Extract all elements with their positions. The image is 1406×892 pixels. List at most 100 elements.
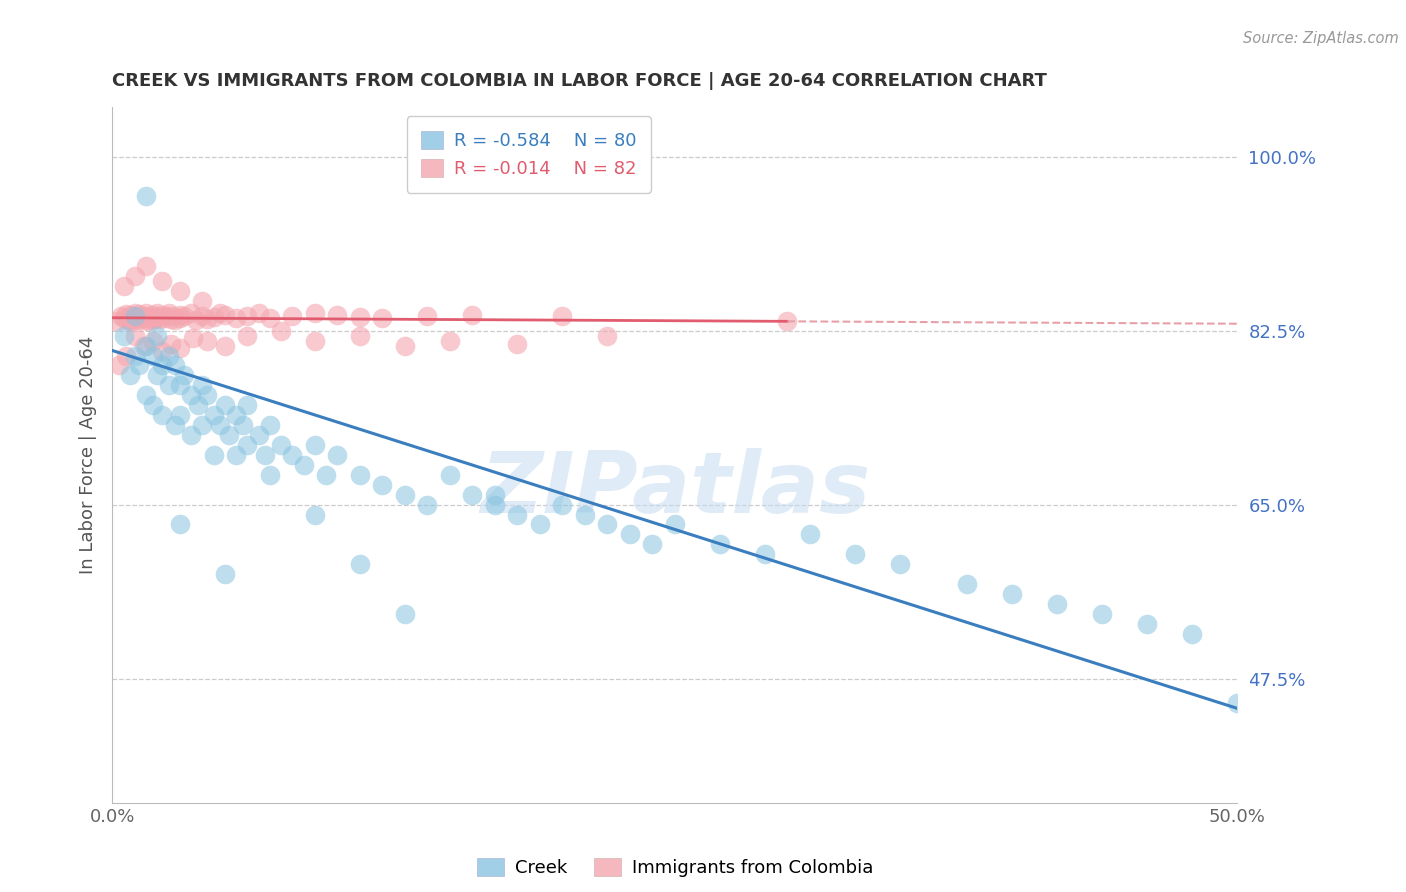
Point [142, 334, 165, 348]
Point [247, 428, 270, 442]
Point [394, 607, 416, 621]
Point [191, 293, 214, 308]
Point [150, 274, 173, 288]
Point [124, 306, 146, 320]
Point [157, 349, 180, 363]
Point [124, 312, 146, 326]
Point [281, 448, 304, 462]
Point [120, 314, 142, 328]
Point [461, 308, 484, 322]
Point [776, 314, 799, 328]
Point [120, 308, 142, 322]
Point [165, 359, 187, 373]
Point [112, 279, 135, 293]
Point [709, 537, 731, 551]
Point [115, 307, 138, 321]
Point [173, 368, 195, 383]
Point [349, 310, 371, 324]
Point [183, 331, 205, 345]
Point [132, 310, 155, 325]
Point [259, 418, 281, 433]
Point [619, 527, 641, 541]
Point [135, 189, 157, 203]
Point [202, 448, 225, 462]
Point [138, 309, 160, 323]
Point [1046, 597, 1069, 611]
Point [236, 438, 259, 452]
Point [180, 388, 202, 402]
Point [169, 308, 191, 322]
Point [180, 428, 202, 442]
Point [236, 398, 259, 412]
Point [153, 310, 176, 325]
Point [754, 547, 776, 561]
Text: Source: ZipAtlas.com: Source: ZipAtlas.com [1243, 31, 1399, 46]
Point [596, 517, 619, 532]
Point [124, 328, 146, 343]
Point [371, 477, 394, 491]
Point [315, 467, 337, 482]
Point [124, 349, 146, 363]
Point [236, 309, 259, 323]
Point [551, 309, 574, 323]
Point [225, 408, 247, 422]
Point [157, 378, 180, 392]
Point [191, 378, 214, 392]
Point [225, 448, 247, 462]
Point [135, 338, 157, 352]
Point [439, 334, 461, 348]
Point [326, 308, 349, 322]
Text: ZIPatlas: ZIPatlas [479, 448, 870, 532]
Point [160, 311, 183, 326]
Point [135, 388, 157, 402]
Point [143, 310, 166, 325]
Point [146, 328, 169, 343]
Point [236, 328, 259, 343]
Point [191, 309, 214, 323]
Point [484, 498, 506, 512]
Point [225, 310, 247, 325]
Point [142, 349, 165, 363]
Point [259, 310, 281, 325]
Point [214, 567, 236, 582]
Point [394, 488, 416, 502]
Point [150, 308, 173, 322]
Point [889, 558, 911, 572]
Point [461, 488, 484, 502]
Point [169, 408, 191, 422]
Point [799, 527, 821, 541]
Point [304, 438, 326, 452]
Point [1226, 697, 1249, 711]
Point [304, 508, 326, 522]
Point [349, 328, 371, 343]
Point [218, 428, 240, 442]
Point [142, 308, 165, 322]
Point [202, 310, 225, 324]
Point [115, 349, 138, 363]
Point [259, 467, 281, 482]
Point [165, 312, 187, 326]
Point [139, 310, 162, 324]
Point [146, 310, 169, 324]
Point [135, 306, 157, 320]
Point [214, 338, 236, 352]
Point [169, 378, 191, 392]
Point [150, 343, 173, 358]
Point [529, 517, 551, 532]
Point [270, 324, 292, 338]
Point [150, 408, 173, 422]
Point [596, 328, 619, 343]
Point [131, 309, 153, 323]
Point [292, 458, 315, 472]
Point [108, 359, 131, 373]
Point [247, 306, 270, 320]
Point [169, 284, 191, 298]
Point [169, 310, 191, 325]
Point [304, 306, 326, 320]
Point [254, 448, 277, 462]
Point [112, 310, 135, 325]
Point [232, 418, 254, 433]
Point [160, 336, 183, 351]
Point [138, 314, 160, 328]
Point [187, 398, 209, 412]
